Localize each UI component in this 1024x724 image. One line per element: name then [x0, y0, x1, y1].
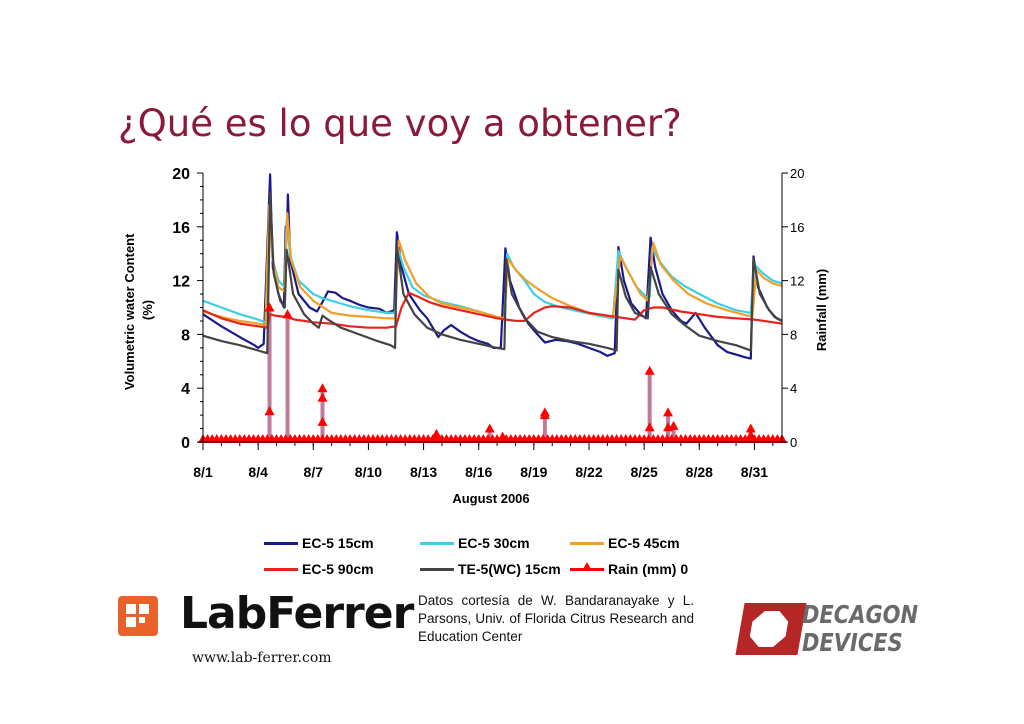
x-axis-label: August 2006 [452, 491, 529, 506]
rain-marker [317, 416, 328, 426]
y2-tick-label: 8 [790, 327, 797, 342]
legend-label: Rain (mm) 0 [608, 561, 689, 577]
y2-axis-label: Rainfall (mm) [814, 269, 829, 351]
rain-marker [644, 365, 655, 375]
chart-legend: EC-5 15cm EC-5 30cm EC-5 45cm EC-5 90cm … [264, 530, 724, 582]
rain-marker [317, 392, 328, 402]
legend-item-te5-15cm: TE-5(WC) 15cm [420, 561, 570, 577]
y-tick-label: 4 [181, 381, 190, 398]
y-tick-label: 12 [172, 274, 190, 291]
legend-label: EC-5 45cm [608, 535, 680, 551]
x-tick-label: 8/16 [465, 464, 492, 480]
decagon-logo-icon [735, 603, 807, 655]
x-tick-label: 8/19 [520, 464, 547, 480]
y2-tick-label: 0 [790, 435, 797, 450]
series-lines [202, 173, 783, 360]
x-tick-label: 8/10 [355, 464, 382, 480]
y2-tick-label: 16 [790, 220, 804, 235]
decagon-logo-line2: DEVICES [802, 628, 903, 657]
rain-marker [497, 431, 508, 441]
y2-tick-label: 4 [790, 381, 797, 396]
x-tick-label: 8/13 [410, 464, 437, 480]
x-tick-label: 8/7 [304, 464, 324, 480]
x-tick-label: 8/25 [631, 464, 658, 480]
y-tick-label: 0 [181, 435, 190, 452]
rain-bar [320, 388, 325, 442]
rain-marker [745, 430, 756, 440]
y-tick-label: 8 [181, 327, 190, 344]
legend-label: TE-5(WC) 15cm [458, 561, 561, 577]
x-tick-label: 8/31 [741, 464, 768, 480]
y2-tick-label: 20 [790, 166, 804, 181]
rain-marker [431, 428, 442, 438]
legend-item-ec5-45cm: EC-5 45cm [570, 535, 680, 551]
y-axis-label: Volumetric water Content (%) [122, 230, 155, 390]
rain-marker [663, 407, 674, 417]
rain-bar [267, 307, 272, 442]
rain-bar [647, 370, 652, 442]
rain-marker [264, 406, 275, 416]
legend-swatch [420, 541, 454, 545]
legend-label: EC-5 30cm [458, 535, 530, 551]
rain-bar [285, 314, 290, 442]
y-axis-label-line2: (%) [140, 300, 155, 320]
rain-marker [282, 309, 293, 319]
y-tick-label: 16 [172, 220, 190, 237]
rain-marker [745, 423, 756, 433]
legend-item-ec5-30cm: EC-5 30cm [420, 535, 570, 551]
rain-bar [542, 412, 547, 442]
rain-marker [317, 383, 328, 393]
legend-swatch [420, 567, 454, 571]
legend-swatch [264, 567, 298, 571]
y-tick-label: 20 [172, 166, 190, 183]
rain-bar [671, 425, 676, 442]
series-line-4 [202, 192, 783, 355]
legend-item-ec5-90cm: EC-5 90cm [264, 561, 420, 577]
rain-marker [264, 302, 275, 312]
data-credit: Datos cortesía de W. Bandaranayake y L. … [418, 593, 694, 644]
rain-marker [644, 422, 655, 432]
legend-item-ec5-15cm: EC-5 15cm [264, 535, 420, 551]
rain-marker [484, 423, 495, 433]
slide-title: ¿Qué es lo que voy a obtener? [118, 102, 682, 145]
x-tick-label: 8/22 [575, 464, 602, 480]
rain-markers [198, 302, 787, 443]
legend-item-rain: Rain (mm) 0 [570, 561, 688, 577]
labferrer-logo-icon [118, 596, 158, 636]
y-axis-label-line1: Volumetric water Content [122, 233, 137, 390]
chart-axes: 0 4 8 12 16 20 0 4 8 12 16 20 8/1 8/4 8/7 8/10 8/13 8/16 8… [172, 166, 804, 480]
rain-bar [487, 428, 492, 442]
legend-label: EC-5 15cm [302, 535, 374, 551]
legend-swatch [570, 561, 604, 571]
x-tick-label: 8/28 [686, 464, 713, 480]
x-tick-label: 8/1 [193, 464, 213, 480]
labferrer-logo-text: LabFerrer [180, 588, 414, 639]
triangle-marker-icon [582, 561, 592, 571]
legend-label: EC-5 90cm [302, 561, 374, 577]
legend-swatch [570, 541, 604, 545]
decagon-logo-line1: DECAGON [802, 600, 919, 629]
x-tick-label: 8/4 [248, 464, 268, 480]
rain-marker [539, 410, 550, 420]
rain-marker [668, 420, 679, 430]
labferrer-url: www.lab-ferrer.com [192, 650, 332, 666]
legend-swatch [264, 541, 298, 545]
y2-tick-label: 12 [790, 274, 804, 289]
